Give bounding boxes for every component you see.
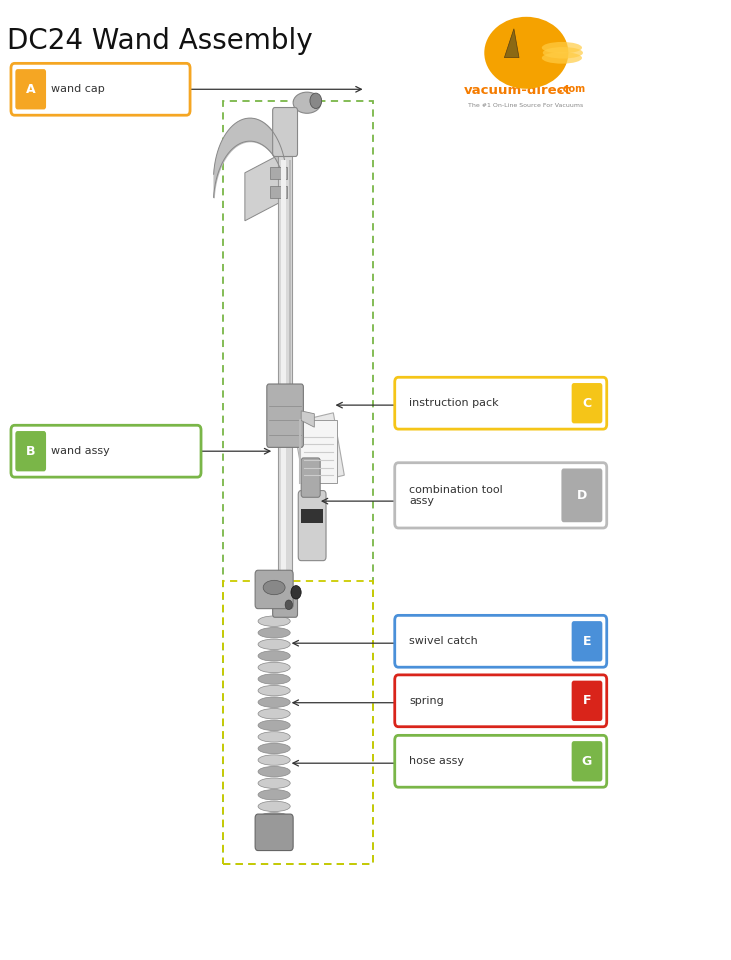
FancyBboxPatch shape bbox=[395, 675, 607, 727]
Circle shape bbox=[310, 93, 322, 108]
Text: A: A bbox=[26, 83, 36, 96]
Polygon shape bbox=[301, 411, 314, 427]
Text: The #1 On-Line Source For Vacuums: The #1 On-Line Source For Vacuums bbox=[468, 103, 583, 108]
FancyBboxPatch shape bbox=[395, 735, 607, 787]
Ellipse shape bbox=[258, 755, 290, 765]
FancyBboxPatch shape bbox=[395, 463, 607, 528]
Text: wand cap: wand cap bbox=[51, 84, 105, 94]
Ellipse shape bbox=[258, 813, 290, 823]
FancyBboxPatch shape bbox=[289, 160, 291, 437]
FancyBboxPatch shape bbox=[267, 384, 303, 447]
FancyBboxPatch shape bbox=[255, 814, 293, 851]
Ellipse shape bbox=[542, 47, 583, 59]
FancyBboxPatch shape bbox=[281, 447, 286, 592]
FancyBboxPatch shape bbox=[273, 108, 298, 156]
Text: spring: spring bbox=[409, 696, 444, 706]
FancyBboxPatch shape bbox=[561, 468, 602, 522]
FancyBboxPatch shape bbox=[395, 615, 607, 667]
FancyBboxPatch shape bbox=[278, 444, 292, 595]
Text: hose assy: hose assy bbox=[409, 756, 464, 766]
Text: F: F bbox=[583, 694, 591, 708]
FancyBboxPatch shape bbox=[281, 160, 286, 437]
Ellipse shape bbox=[258, 802, 290, 811]
Ellipse shape bbox=[258, 720, 290, 731]
Text: DC24 Wand Assembly: DC24 Wand Assembly bbox=[7, 27, 313, 55]
Polygon shape bbox=[300, 420, 337, 483]
Text: G: G bbox=[582, 755, 592, 768]
Text: C: C bbox=[583, 396, 591, 410]
Ellipse shape bbox=[258, 616, 290, 626]
FancyBboxPatch shape bbox=[11, 425, 201, 477]
FancyBboxPatch shape bbox=[572, 681, 602, 721]
Ellipse shape bbox=[258, 639, 290, 650]
Ellipse shape bbox=[258, 685, 290, 696]
Ellipse shape bbox=[258, 732, 290, 742]
Ellipse shape bbox=[258, 789, 290, 800]
FancyBboxPatch shape bbox=[255, 570, 293, 609]
FancyBboxPatch shape bbox=[301, 458, 320, 497]
Ellipse shape bbox=[258, 778, 290, 788]
Text: D: D bbox=[577, 489, 587, 502]
Ellipse shape bbox=[258, 708, 290, 719]
Ellipse shape bbox=[258, 743, 290, 754]
FancyBboxPatch shape bbox=[15, 69, 46, 109]
FancyBboxPatch shape bbox=[572, 621, 602, 661]
Circle shape bbox=[291, 586, 301, 599]
Polygon shape bbox=[245, 154, 281, 221]
Polygon shape bbox=[270, 167, 287, 179]
FancyBboxPatch shape bbox=[11, 63, 190, 115]
Ellipse shape bbox=[484, 16, 569, 88]
FancyBboxPatch shape bbox=[278, 156, 292, 442]
Circle shape bbox=[285, 600, 292, 610]
FancyBboxPatch shape bbox=[572, 383, 602, 423]
Text: instruction pack: instruction pack bbox=[409, 398, 499, 408]
Text: B: B bbox=[26, 444, 35, 458]
Ellipse shape bbox=[293, 92, 321, 113]
FancyBboxPatch shape bbox=[298, 491, 326, 561]
Ellipse shape bbox=[542, 42, 582, 54]
FancyBboxPatch shape bbox=[395, 377, 607, 429]
Text: .com: .com bbox=[559, 84, 586, 93]
Ellipse shape bbox=[258, 766, 290, 777]
FancyBboxPatch shape bbox=[301, 509, 323, 523]
Ellipse shape bbox=[258, 628, 290, 638]
Ellipse shape bbox=[263, 580, 285, 594]
FancyBboxPatch shape bbox=[572, 741, 602, 781]
FancyBboxPatch shape bbox=[15, 431, 46, 471]
Ellipse shape bbox=[258, 697, 290, 708]
Polygon shape bbox=[504, 29, 519, 58]
Text: wand assy: wand assy bbox=[51, 446, 110, 456]
Text: vacuum-direct: vacuum-direct bbox=[464, 84, 572, 97]
Text: combination tool
assy: combination tool assy bbox=[409, 485, 503, 506]
Ellipse shape bbox=[258, 651, 290, 661]
Polygon shape bbox=[270, 186, 287, 198]
Text: E: E bbox=[583, 635, 591, 648]
Ellipse shape bbox=[258, 674, 290, 684]
Text: swivel catch: swivel catch bbox=[409, 636, 478, 646]
Ellipse shape bbox=[542, 52, 582, 63]
Polygon shape bbox=[293, 413, 344, 485]
FancyBboxPatch shape bbox=[273, 590, 298, 617]
Ellipse shape bbox=[258, 662, 290, 673]
